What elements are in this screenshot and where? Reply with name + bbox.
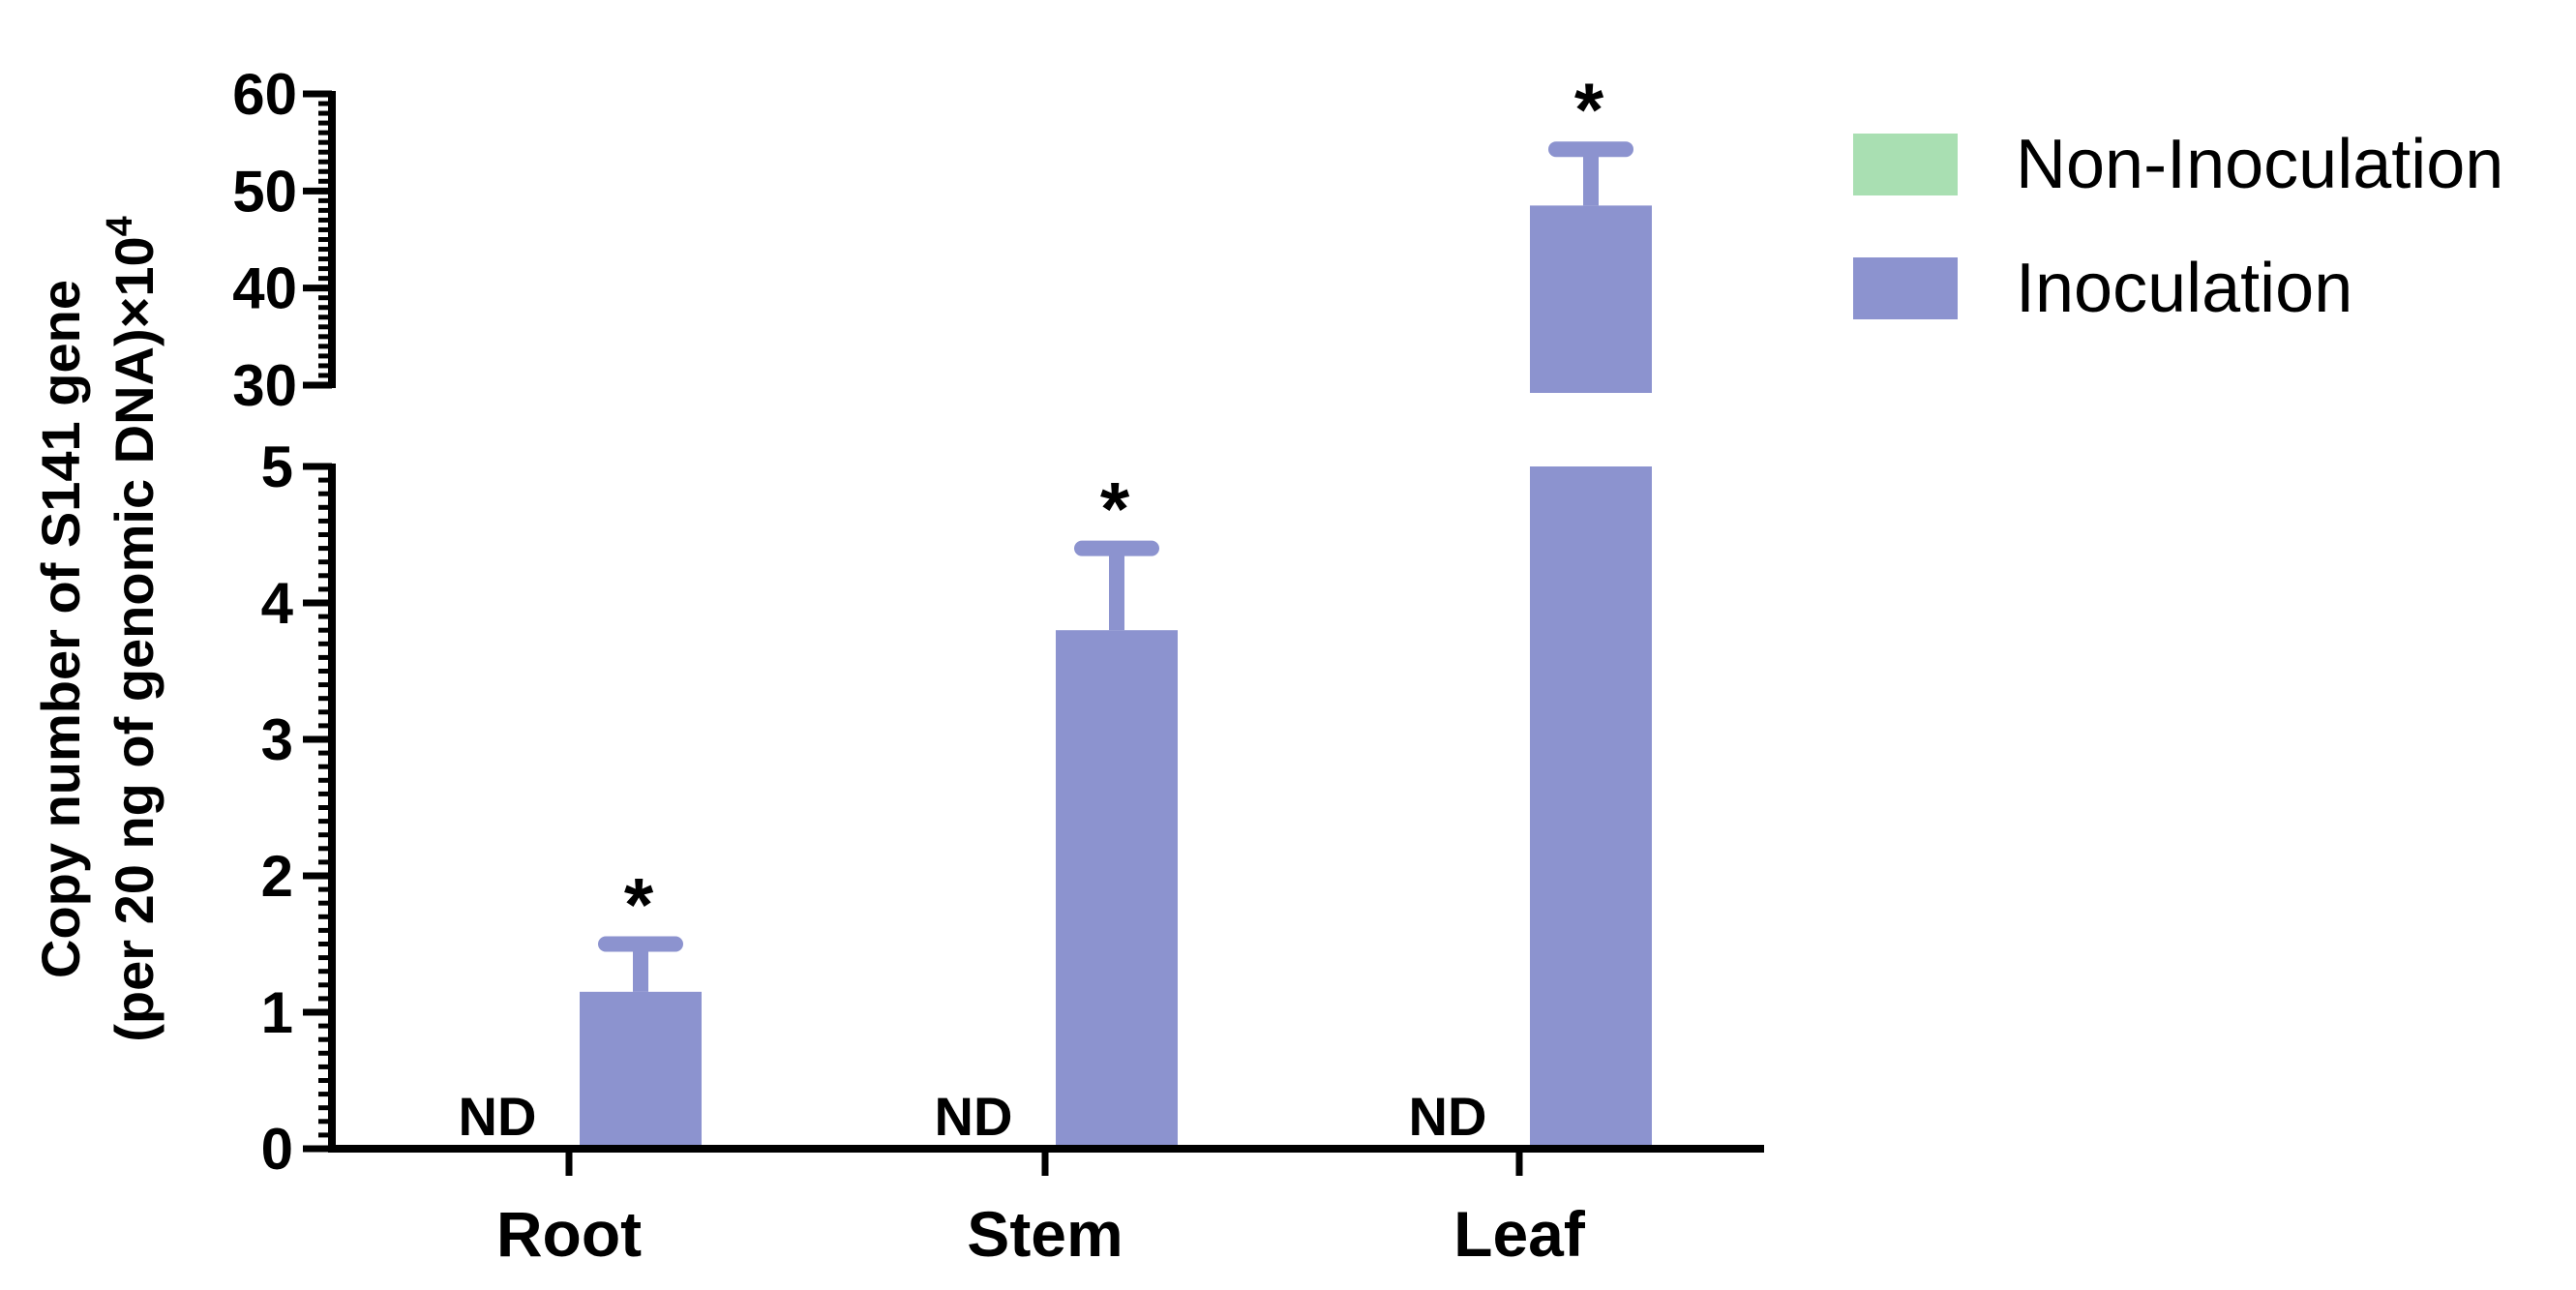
y-tick-label-50: 50	[232, 159, 297, 224]
bar-inoculation-leaf-upper	[1530, 205, 1652, 393]
x-tick-label-stem: Stem	[967, 1198, 1123, 1270]
bar-inoculation-root	[580, 991, 702, 1149]
y-tick-label-40: 40	[232, 256, 297, 321]
x-tick-label-leaf: Leaf	[1453, 1198, 1586, 1270]
legend: Non-Inoculation Inoculation	[1853, 126, 2503, 327]
x-tick-label-root: Root	[496, 1198, 642, 1270]
nd-label-stem: ND	[935, 1086, 1013, 1147]
y-tick-label-1: 1	[261, 980, 293, 1045]
y-tick-label-3: 3	[261, 707, 293, 772]
bar-inoculation-leaf-lower	[1530, 466, 1652, 1149]
y-tick-label-60: 60	[232, 62, 297, 127]
y-axis-label-line2: (per 20 ng of genomic DNA)×104	[100, 216, 165, 1042]
significance-star-root: *	[624, 862, 654, 947]
significance-star-leaf: *	[1574, 67, 1604, 152]
y-axis-label-line2-text: (per 20 ng of genomic DNA)×10	[104, 236, 165, 1041]
y-tick-label-5: 5	[261, 435, 293, 499]
significance-star-stem: *	[1100, 466, 1130, 552]
legend-label-non-inoculation: Non-Inoculation	[2016, 126, 2503, 203]
y-tick-label-2: 2	[261, 844, 293, 909]
legend-label-inoculation: Inoculation	[2016, 250, 2352, 327]
bar-inoculation-stem	[1056, 630, 1178, 1149]
y-axis-label-line1: Copy number of S141 gene	[30, 280, 91, 978]
axes-layer: Root Stem Leaf 0 1 2 3 4 5 30 40 50 60	[232, 62, 1764, 1270]
y-tick-label-30: 30	[232, 353, 297, 418]
bars-layer	[580, 141, 1652, 1149]
nd-label-root: ND	[459, 1086, 537, 1147]
y-axis-label-superscript: 4	[100, 216, 140, 236]
y-tick-label-4: 4	[261, 571, 294, 636]
legend-swatch-inoculation	[1853, 257, 1958, 319]
annotations-layer: ND * ND * ND *	[459, 67, 1604, 1147]
y-tick-label-0: 0	[261, 1117, 293, 1182]
legend-swatch-non-inoculation	[1853, 134, 1958, 195]
nd-label-leaf: ND	[1409, 1086, 1487, 1147]
